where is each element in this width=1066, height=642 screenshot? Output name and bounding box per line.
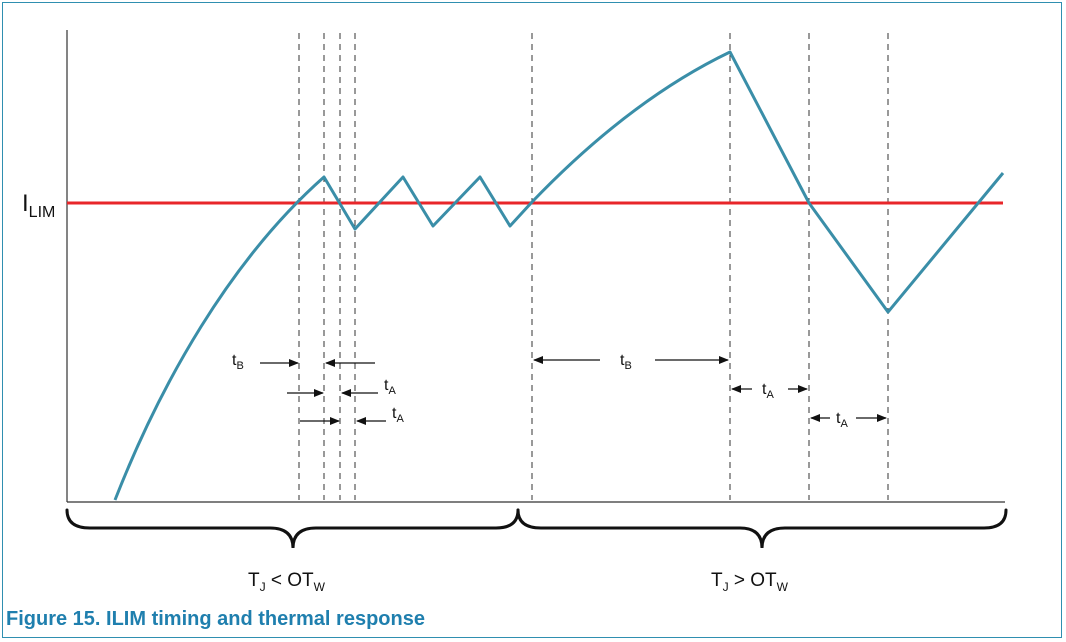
axes bbox=[67, 30, 1005, 502]
timing-label-ta: tA bbox=[762, 381, 774, 401]
region-label-below-ot: TJ < OTW bbox=[248, 570, 326, 594]
figure-caption: Figure 15. ILIM timing and thermal respo… bbox=[6, 608, 425, 631]
timing-label-ta: tA bbox=[392, 405, 404, 425]
timing-label-ta: tA bbox=[836, 410, 848, 430]
region-label-above-ot: TJ > OTW bbox=[711, 570, 789, 594]
timing-label-tb: tB bbox=[620, 352, 632, 372]
timing-label-ta: tA bbox=[384, 377, 396, 397]
brace-right bbox=[518, 510, 1006, 548]
current-trace bbox=[115, 52, 1003, 500]
timing-label-tb: tB bbox=[232, 352, 244, 372]
timing-arrows bbox=[260, 360, 886, 421]
ilim-axis-label: ILIM bbox=[22, 190, 55, 221]
guide-lines bbox=[299, 33, 888, 500]
brace-left bbox=[67, 510, 518, 548]
region-braces bbox=[67, 510, 1006, 548]
